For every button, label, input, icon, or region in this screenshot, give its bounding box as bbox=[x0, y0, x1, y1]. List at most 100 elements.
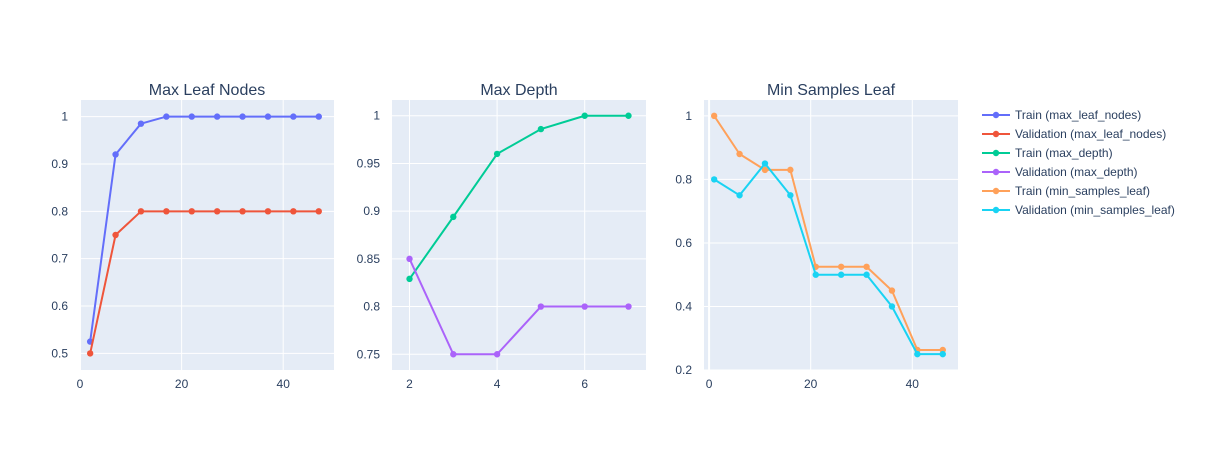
y-tick-label: 0.4 bbox=[675, 299, 692, 313]
plot-area bbox=[704, 100, 958, 370]
x-tick-label: 40 bbox=[906, 377, 920, 391]
subplot-max-depth: Max Depth 2 4 6 0.75 0.8 0.85 0.9 0.95 1 bbox=[357, 82, 646, 391]
subplot-title: Min Samples Leaf bbox=[767, 82, 896, 99]
data-point[interactable] bbox=[625, 112, 632, 119]
data-point[interactable] bbox=[406, 275, 413, 283]
y-tick-label: 0.6 bbox=[51, 299, 68, 313]
data-point[interactable] bbox=[290, 113, 297, 120]
data-point[interactable] bbox=[625, 303, 632, 310]
data-point[interactable] bbox=[787, 166, 794, 174]
legend-item[interactable]: Validation (min_samples_leaf) bbox=[982, 203, 1175, 217]
y-tick-label: 0.75 bbox=[357, 347, 381, 361]
y-tick-label: 1 bbox=[61, 110, 68, 124]
data-point[interactable] bbox=[163, 113, 170, 120]
legend-label: Train (min_samples_leaf) bbox=[1015, 184, 1150, 198]
legend-swatch-marker bbox=[992, 149, 1000, 157]
legend-item[interactable]: Validation (max_leaf_nodes) bbox=[982, 127, 1166, 141]
data-point[interactable] bbox=[888, 303, 896, 310]
x-tick-label: 20 bbox=[175, 377, 189, 391]
data-point[interactable] bbox=[812, 271, 819, 278]
series-line bbox=[408, 114, 629, 280]
data-point[interactable] bbox=[837, 271, 845, 278]
data-point[interactable] bbox=[493, 150, 501, 158]
y-tick-label: 0.7 bbox=[51, 252, 68, 266]
y-tick-label: 0.5 bbox=[51, 346, 68, 360]
plot-area bbox=[392, 100, 646, 370]
data-point[interactable] bbox=[914, 350, 921, 358]
data-point[interactable] bbox=[188, 208, 195, 215]
data-point[interactable] bbox=[939, 350, 946, 358]
legend-label: Validation (min_samples_leaf) bbox=[1015, 203, 1175, 217]
y-tick-label: 0.2 bbox=[675, 363, 692, 377]
series-line bbox=[408, 258, 629, 356]
y-tick-label: 0.9 bbox=[51, 157, 68, 171]
data-point[interactable] bbox=[863, 271, 870, 278]
data-point[interactable] bbox=[315, 113, 322, 120]
x-tick-label: 2 bbox=[406, 377, 413, 391]
y-tick-label: 0.6 bbox=[675, 236, 692, 250]
subplot-title: Max Leaf Nodes bbox=[149, 82, 266, 99]
data-point[interactable] bbox=[761, 166, 769, 174]
data-point[interactable] bbox=[137, 120, 145, 127]
y-tick-label: 1 bbox=[373, 109, 380, 123]
data-point[interactable] bbox=[315, 208, 322, 215]
data-point[interactable] bbox=[736, 150, 743, 158]
x-tick-label: 40 bbox=[277, 377, 291, 391]
x-tick-label: 0 bbox=[706, 377, 713, 391]
x-tick-label: 20 bbox=[804, 377, 818, 391]
legend-item[interactable]: Train (max_depth) bbox=[982, 146, 1113, 160]
legend-item[interactable]: Train (min_samples_leaf) bbox=[982, 184, 1150, 198]
y-tick-label: 0.85 bbox=[357, 252, 381, 266]
data-point[interactable] bbox=[537, 125, 545, 133]
data-point[interactable] bbox=[86, 350, 94, 357]
data-point[interactable] bbox=[581, 112, 588, 119]
data-point[interactable] bbox=[406, 255, 413, 263]
subplot-min-samples-leaf: Min Samples Leaf 0 20 40 0.2 0.4 0.6 0.8 1 bbox=[675, 82, 958, 391]
data-point[interactable] bbox=[493, 351, 501, 358]
data-point[interactable] bbox=[264, 113, 272, 120]
legend-swatch-marker bbox=[992, 206, 1000, 214]
data-point[interactable] bbox=[787, 192, 794, 199]
data-point[interactable] bbox=[710, 112, 718, 120]
data-point[interactable] bbox=[888, 287, 896, 294]
x-tick-label: 0 bbox=[77, 377, 84, 391]
data-point[interactable] bbox=[213, 113, 221, 120]
data-point[interactable] bbox=[264, 208, 272, 215]
subplot-max-leaf-nodes: Max Leaf Nodes 0 20 40 0.5 0.6 0.7 0.8 0.9 1 bbox=[51, 82, 334, 391]
data-point[interactable] bbox=[581, 303, 588, 310]
legend[interactable]: Train (max_leaf_nodes) Validation (max_le… bbox=[982, 108, 1175, 217]
data-point[interactable] bbox=[239, 113, 246, 120]
data-point[interactable] bbox=[863, 263, 870, 270]
data-point[interactable] bbox=[137, 208, 145, 215]
data-point[interactable] bbox=[239, 208, 246, 215]
data-point[interactable] bbox=[537, 303, 545, 310]
legend-swatch-marker bbox=[992, 111, 1000, 119]
legend-item[interactable]: Train (max_leaf_nodes) bbox=[982, 108, 1141, 122]
series-line bbox=[89, 115, 319, 342]
legend-label: Train (max_depth) bbox=[1015, 146, 1113, 160]
data-point[interactable] bbox=[290, 208, 297, 215]
data-point[interactable] bbox=[188, 113, 195, 120]
data-point[interactable] bbox=[736, 192, 743, 199]
legend-label: Train (max_leaf_nodes) bbox=[1015, 108, 1141, 122]
y-tick-label: 0.8 bbox=[51, 204, 68, 218]
data-point[interactable] bbox=[761, 160, 769, 167]
data-point[interactable] bbox=[163, 208, 170, 215]
y-tick-label: 0.95 bbox=[357, 156, 381, 170]
data-point[interactable] bbox=[112, 151, 119, 158]
data-point[interactable] bbox=[710, 176, 718, 183]
data-point[interactable] bbox=[450, 351, 457, 358]
data-point[interactable] bbox=[450, 213, 457, 221]
series-line bbox=[89, 210, 319, 354]
x-tick-label: 6 bbox=[581, 377, 588, 391]
legend-swatch-marker bbox=[992, 187, 1000, 195]
y-tick-label: 0.8 bbox=[363, 300, 380, 314]
data-point[interactable] bbox=[112, 231, 119, 239]
data-point[interactable] bbox=[213, 208, 221, 215]
x-tick-label: 4 bbox=[494, 377, 501, 391]
data-point[interactable] bbox=[837, 263, 845, 270]
legend-label: Validation (max_depth) bbox=[1015, 165, 1138, 179]
legend-swatch-marker bbox=[992, 168, 1000, 176]
legend-item[interactable]: Validation (max_depth) bbox=[982, 165, 1138, 179]
